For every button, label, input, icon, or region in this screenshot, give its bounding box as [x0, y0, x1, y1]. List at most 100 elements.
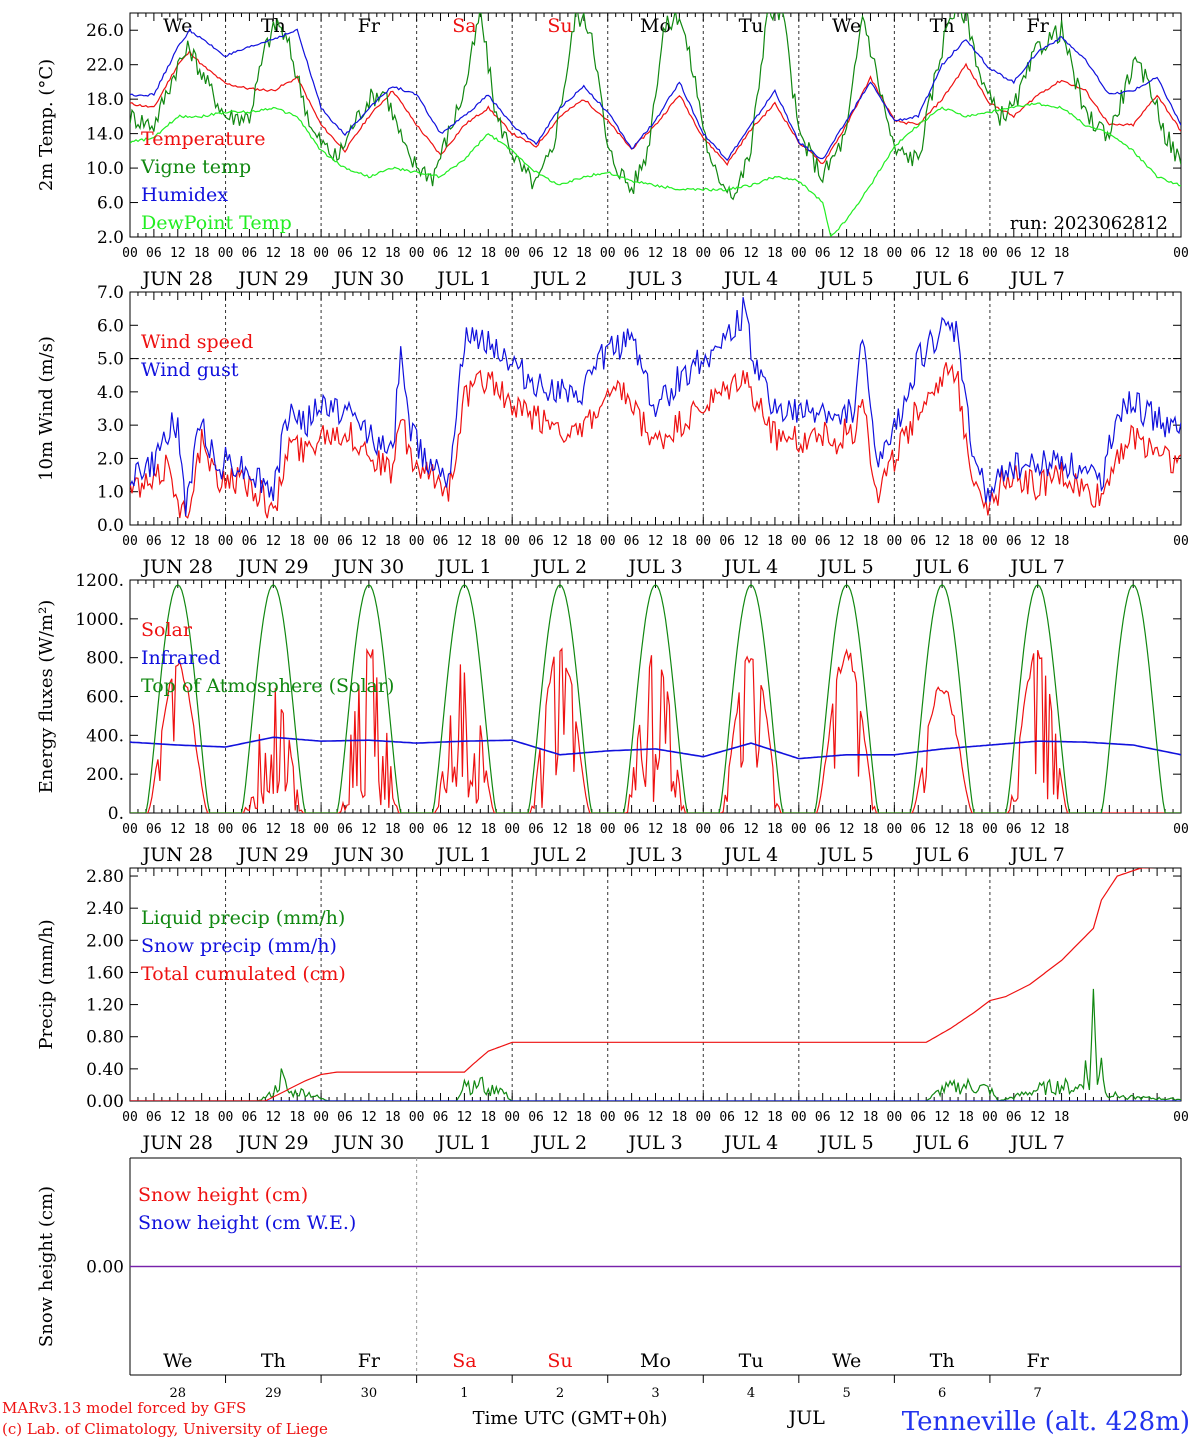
day-number-label: 30 — [361, 1386, 378, 1401]
energy-series-solar — [130, 647, 1181, 813]
snow-legend-1: Snow height (cm W.E.) — [138, 1212, 356, 1234]
wind-date-label: JUL 2 — [531, 556, 587, 578]
model-credit: MARv3.13 model forced by GFS — [2, 1399, 246, 1417]
energy-hour-label: 00 — [1173, 822, 1189, 837]
snow-legend-0: Snow height (cm) — [138, 1184, 308, 1206]
precip-hour-label: 06 — [624, 1110, 640, 1125]
temperature-hour-label: 12 — [170, 246, 186, 261]
precip-series-total-cumulated-cm- — [130, 868, 1158, 1101]
wind-ylabel: 10m Wind (m/s) — [36, 336, 57, 481]
precip-date-label: JUN 30 — [332, 1132, 404, 1154]
energy-plot-area — [130, 584, 1181, 813]
precip-hour-label: 00 — [982, 1110, 998, 1125]
temperature-legend-2: Humidex — [141, 184, 228, 206]
weekday-label: Tu — [739, 15, 764, 37]
wind-hour-label: 00 — [695, 534, 711, 549]
energy-hour-label: 18 — [1054, 822, 1070, 837]
wind-ytick-label: 5.0 — [97, 350, 124, 370]
precip-ytick-label: 2.00 — [86, 931, 124, 951]
weekday-label: Mo — [640, 1350, 671, 1372]
temperature-ytick-label: 14.0 — [86, 125, 124, 145]
wind-ytick-label: 3.0 — [97, 416, 124, 436]
station-title: Tenneville (alt. 428m) — [902, 1407, 1190, 1437]
wind-hour-label: 00 — [504, 534, 520, 549]
temperature-ytick-label: 26.0 — [86, 21, 124, 41]
energy-ytick-label: 600. — [86, 688, 124, 708]
energy-hour-label: 18 — [385, 822, 401, 837]
wind-hour-label: 00 — [791, 534, 807, 549]
precip-hour-label: 06 — [1006, 1110, 1022, 1125]
energy-date-label: JUL 6 — [913, 844, 969, 866]
temperature-hour-label: 00 — [1173, 246, 1189, 261]
weekday-label: Th — [930, 15, 955, 37]
lab-credit: (c) Lab. of Climatology, University of L… — [2, 1420, 328, 1438]
precip-hour-label: 18 — [289, 1110, 305, 1125]
wind-hour-label: 12 — [1030, 534, 1046, 549]
energy-hour-label: 12 — [1030, 822, 1046, 837]
wind-date-label: JUN 29 — [236, 556, 308, 578]
precip-hour-label: 18 — [576, 1110, 592, 1125]
energy-hour-label: 06 — [242, 822, 258, 837]
wind-hour-label: 18 — [289, 534, 305, 549]
temperature-hour-label: 12 — [265, 246, 281, 261]
energy-ytick-label: 0. — [108, 804, 124, 824]
temperature-hour-label: 18 — [194, 246, 210, 261]
energy-hour-label: 06 — [815, 822, 831, 837]
precip-hour-label: 12 — [170, 1110, 186, 1125]
temperature-ytick-label: 22.0 — [86, 56, 124, 76]
wind-hour-label: 12 — [743, 534, 759, 549]
wind-hour-label: 12 — [361, 534, 377, 549]
precip-hour-label: 06 — [433, 1110, 449, 1125]
temperature-hour-label: 18 — [863, 246, 879, 261]
temperature-date-label: JUL 2 — [531, 268, 587, 290]
temperature-hour-label: 12 — [1030, 246, 1046, 261]
panel-snow: 0.00 Snow height (cm) We Th Fr Sa Su Mo Tu We Th Fr… — [36, 1157, 1182, 1376]
energy-date-label: JUL 7 — [1008, 844, 1064, 866]
temperature-hour-label: 06 — [242, 246, 258, 261]
day-number-label: 6 — [938, 1386, 946, 1401]
weekday-label: We — [163, 15, 192, 37]
energy-hour-label: 06 — [433, 822, 449, 837]
wind-hour-label: 06 — [242, 534, 258, 549]
temperature-hour-label: 00 — [504, 246, 520, 261]
wind-date-label: JUL 5 — [817, 556, 873, 578]
temperature-hour-label: 12 — [839, 246, 855, 261]
temperature-hour-label: 06 — [433, 246, 449, 261]
temperature-hour-label: 18 — [767, 246, 783, 261]
energy-date-label: JUN 28 — [141, 844, 213, 866]
wind-hour-label: 06 — [528, 534, 544, 549]
temperature-hour-label: 00 — [600, 246, 616, 261]
precip-date-label: JUN 29 — [236, 1132, 308, 1154]
weekday-label: Fr — [358, 15, 381, 37]
energy-date-label: JUL 1 — [435, 844, 491, 866]
temperature-date-label: JUN 28 — [141, 268, 213, 290]
temperature-hour-label: 00 — [313, 246, 329, 261]
weekday-label: Fr — [358, 1350, 381, 1372]
wind-hour-label: 06 — [719, 534, 735, 549]
temperature-hour-label: 00 — [122, 246, 138, 261]
temperature-hour-label: 18 — [480, 246, 496, 261]
temperature-legend-1: Vigne temp — [140, 156, 251, 178]
precip-hour-label: 12 — [552, 1110, 568, 1125]
wind-date-label: JUN 28 — [141, 556, 213, 578]
precip-hour-label: 06 — [815, 1110, 831, 1125]
precip-series-liquid-precip-mm-h- — [130, 988, 1181, 1101]
energy-hour-label: 18 — [194, 822, 210, 837]
energy-hour-label: 06 — [146, 822, 162, 837]
day-number-label: 5 — [842, 1386, 850, 1401]
weekday-label: Tu — [739, 1350, 764, 1372]
precip-hour-label: 00 — [218, 1110, 234, 1125]
precip-date-label: JUL 4 — [722, 1132, 778, 1154]
temperature-hour-label: 12 — [361, 246, 377, 261]
precip-hour-label: 00 — [887, 1110, 903, 1125]
energy-legend-2: Top of Atmosphere (Solar) — [141, 675, 394, 697]
temperature-hour-label: 12 — [648, 246, 664, 261]
precip-hour-label: 18 — [767, 1110, 783, 1125]
energy-series-top-of-atmosphere-solar- — [130, 584, 1181, 813]
precip-date-label: JUL 3 — [626, 1132, 682, 1154]
temperature-date-label: JUL 1 — [435, 268, 491, 290]
energy-hour-label: 18 — [767, 822, 783, 837]
temperature-hour-label: 00 — [409, 246, 425, 261]
wind-hour-label: 00 — [600, 534, 616, 549]
